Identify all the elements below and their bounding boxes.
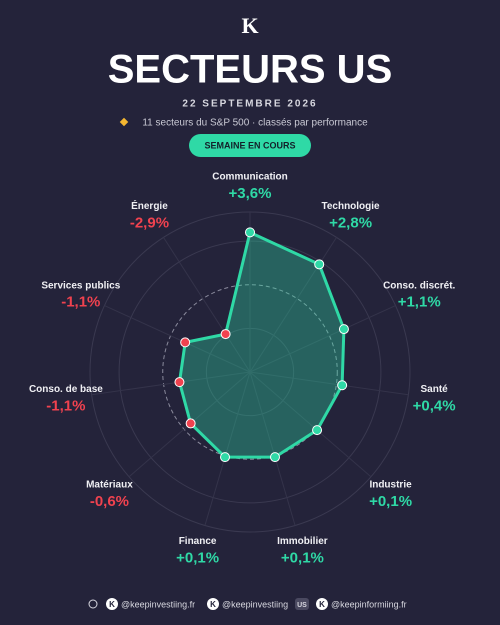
grid-ring xyxy=(162,284,338,460)
value-label: -2,9% xyxy=(130,214,169,231)
radar-point xyxy=(338,324,349,335)
handle: @keepinvestiing.fr xyxy=(121,599,195,609)
spoke xyxy=(249,371,296,526)
subtitle: 11 secteurs du S&P 500 · classés par per… xyxy=(142,118,368,129)
value-label: +0,4% xyxy=(413,397,456,414)
radar-point xyxy=(180,337,191,348)
category-label: Matériaux xyxy=(86,479,133,490)
spoke xyxy=(91,371,251,396)
instagram-icon xyxy=(88,599,98,609)
spoke xyxy=(249,371,409,396)
value-label: +2,8% xyxy=(329,214,372,231)
value-label: -0,6% xyxy=(90,493,129,510)
logo-badge xyxy=(207,598,219,610)
logo-badge-text: K xyxy=(210,600,216,609)
radar-point xyxy=(245,227,255,238)
radar-point xyxy=(220,452,231,463)
logo-badge xyxy=(316,598,328,610)
category-label: Immobilier xyxy=(277,536,328,547)
logo-badge-text: K xyxy=(319,600,325,609)
chart-title: SECTEURS US xyxy=(108,48,393,92)
category-label: Communication xyxy=(212,172,288,183)
radar-point xyxy=(174,377,185,388)
value-label: +0,1% xyxy=(369,493,412,510)
radar-point xyxy=(185,418,196,429)
value-label: +1,1% xyxy=(398,294,441,311)
value-label: +0,1% xyxy=(281,549,324,566)
tag: US xyxy=(297,602,307,609)
badge xyxy=(189,134,311,157)
spoke xyxy=(249,305,396,373)
value-label: +3,6% xyxy=(229,185,272,202)
spoke xyxy=(249,237,337,373)
logo-badge-text: K xyxy=(109,600,115,609)
bullet xyxy=(119,117,129,127)
radar-point xyxy=(269,452,280,463)
radar-point xyxy=(337,380,348,391)
spoke xyxy=(163,237,251,373)
category-label: Énergie xyxy=(131,199,168,212)
date: 22 SEPTEMBRE 2026 xyxy=(182,99,317,110)
radar-point xyxy=(220,329,231,340)
category-label: Conso. discrét. xyxy=(383,280,455,291)
spoke xyxy=(104,305,251,373)
handle: @keepinvestiing xyxy=(222,599,288,609)
value-label: -1,1% xyxy=(61,294,100,311)
logo: K xyxy=(241,13,258,38)
value-label: +0,1% xyxy=(176,549,219,566)
spoke xyxy=(204,371,251,526)
value-label: -1,1% xyxy=(46,397,85,414)
category-label: Technologie xyxy=(321,201,380,212)
radar-area xyxy=(178,230,346,459)
tag-bg xyxy=(295,598,309,610)
category-label: Finance xyxy=(179,536,217,547)
radar-point xyxy=(312,425,323,436)
handle: @keepinformiing.fr xyxy=(331,599,407,609)
category-label: Conso. de base xyxy=(29,384,103,395)
spoke xyxy=(249,371,372,478)
category-label: Santé xyxy=(420,384,448,395)
radar-point xyxy=(314,259,325,270)
category-label: Services publics xyxy=(41,280,120,291)
category-label: Industrie xyxy=(369,479,412,490)
badge-text: SEMAINE EN COURS xyxy=(204,140,295,150)
logo-badge xyxy=(106,598,118,610)
